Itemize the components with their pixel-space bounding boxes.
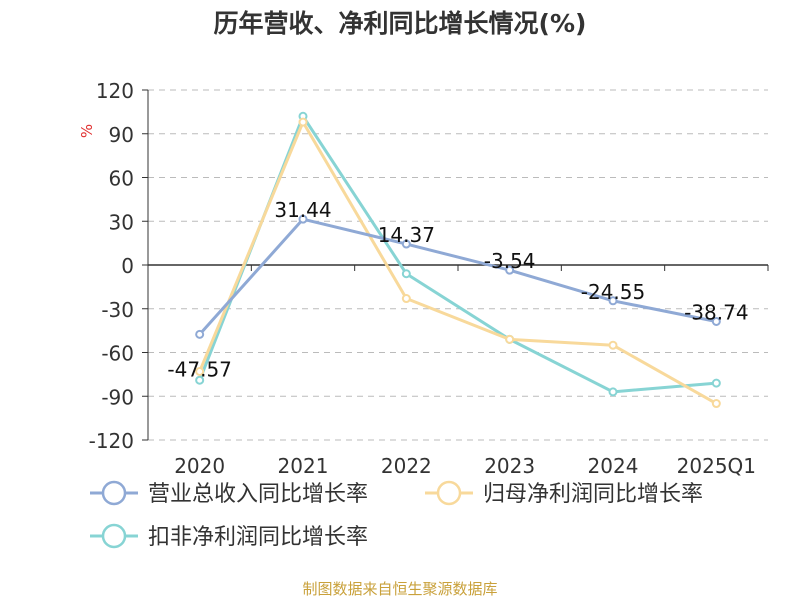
x-tick-label: 2025Q1 — [677, 454, 756, 478]
data-point — [608, 296, 618, 306]
data-label: 31.44 — [274, 198, 331, 222]
data-point — [195, 375, 205, 385]
y-tick-label: 0 — [121, 254, 134, 278]
y-tick-label: -60 — [101, 342, 134, 366]
data-label: -24.55 — [581, 280, 645, 304]
legend-label: 扣非净利润同比增长率 — [148, 525, 368, 550]
data-point — [195, 329, 205, 339]
data-point — [298, 117, 308, 127]
data-point — [401, 269, 411, 279]
data-point — [401, 294, 411, 304]
series-line — [198, 120, 718, 405]
y-axis-label: % — [78, 124, 96, 138]
data-point — [711, 399, 721, 409]
legend-item[interactable]: 扣非净利润同比增长率 — [90, 523, 368, 550]
data-point — [711, 378, 721, 388]
data-point — [505, 265, 515, 275]
data-label: -38.74 — [684, 300, 748, 324]
data-point — [608, 340, 618, 350]
data-point — [401, 239, 411, 249]
grid-lines — [148, 89, 768, 441]
y-tick-label: 30 — [109, 210, 134, 234]
axes: 120 90 60 30 0 -30 -60 -90 -120 2020 2021 2022 2023 2… — [78, 79, 769, 478]
y-tick-label: -120 — [89, 429, 134, 453]
x-tick-label: 2020 — [174, 454, 225, 478]
series-line — [198, 114, 717, 394]
legend-marker-icon — [101, 523, 127, 549]
series-line — [198, 217, 717, 336]
legend-label: 营业总收入同比增长率 — [148, 482, 368, 507]
legend-item[interactable]: 营业总收入同比增长率 — [90, 480, 368, 507]
y-tick-label: -90 — [101, 385, 134, 409]
data-label: 14.37 — [378, 223, 435, 247]
data-point — [195, 366, 205, 376]
data-point — [711, 316, 721, 326]
data-labels: -47.57 31.44 14.37 -3.54 -24.55 -38.74 — [167, 198, 748, 381]
data-label: -3.54 — [484, 249, 536, 273]
y-tick-label: 120 — [96, 79, 134, 103]
x-tick-label: 2022 — [381, 454, 432, 478]
source-note: 制图数据来自恒生聚源数据库 — [302, 580, 498, 598]
data-point — [298, 214, 308, 224]
x-tick-label: 2023 — [484, 454, 535, 478]
legend-marker-icon — [101, 480, 127, 506]
data-label: -47.57 — [167, 357, 231, 381]
x-tick-label: 2021 — [278, 454, 329, 478]
legend-label: 归母净利润同比增长率 — [483, 482, 703, 507]
legend-item[interactable]: 归母净利润同比增长率 — [425, 480, 703, 507]
series-lines — [195, 111, 721, 409]
legend-marker-icon — [436, 480, 462, 506]
chart-title: 历年营收、净利同比增长情况(%) — [213, 9, 587, 38]
data-point — [608, 387, 618, 397]
y-tick-label: 60 — [109, 167, 134, 191]
x-tick-label: 2024 — [588, 454, 639, 478]
y-tick-label: -30 — [101, 298, 134, 322]
data-point — [505, 334, 515, 344]
y-tick-label: 90 — [109, 123, 134, 147]
